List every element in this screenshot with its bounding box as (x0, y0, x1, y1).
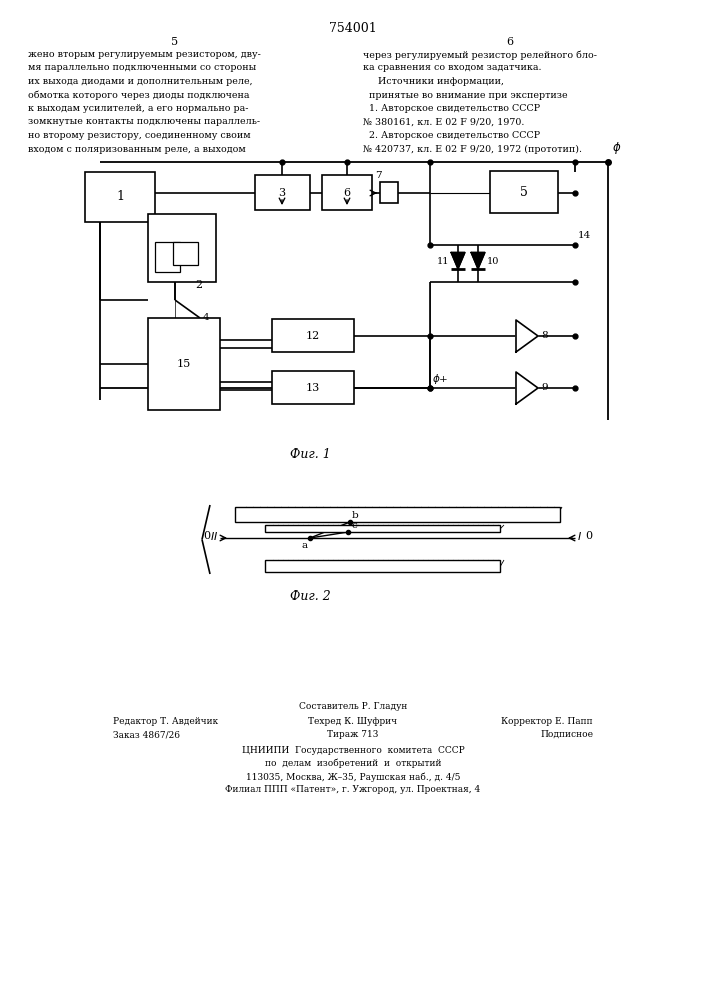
Text: Редактор Т. Авдейчик: Редактор Т. Авдейчик (113, 717, 218, 726)
Text: принятые во внимание при экспертизе: принятые во внимание при экспертизе (363, 91, 568, 100)
Text: 1: 1 (116, 190, 124, 204)
Bar (173, 242, 198, 265)
Text: Фиг. 1: Фиг. 1 (290, 448, 330, 461)
Text: Корректор Е. Папп: Корректор Е. Папп (501, 717, 593, 726)
Bar (235, 507, 560, 522)
Text: Источники информации,: Источники информации, (363, 77, 504, 86)
Text: их выхода диодами и дополнительным реле,: их выхода диодами и дополнительным реле, (28, 77, 252, 86)
Text: $II$: $II$ (210, 530, 218, 542)
Text: № 420737, кл. Е 02 F 9/20, 1972 (прототип).: № 420737, кл. Е 02 F 9/20, 1972 (прототи… (363, 144, 582, 154)
Text: ка сравнения со входом задатчика.: ка сравнения со входом задатчика. (363, 64, 542, 73)
Text: a: a (302, 541, 308, 550)
Text: жено вторым регулируемым резистором, дву-: жено вторым регулируемым резистором, дву… (28, 50, 261, 59)
Text: 3: 3 (279, 188, 286, 198)
Text: 13: 13 (306, 383, 320, 393)
Text: 9: 9 (541, 383, 548, 392)
Text: 0: 0 (203, 531, 210, 541)
Text: 1. Авторское свидетельство СССР: 1. Авторское свидетельство СССР (363, 104, 540, 113)
Bar (265, 525, 500, 532)
Text: обмотка которого через диоды подключена: обмотка которого через диоды подключена (28, 91, 250, 100)
Text: Фиг. 2: Фиг. 2 (290, 590, 330, 603)
Text: b: b (352, 511, 358, 520)
Text: 2: 2 (195, 280, 202, 290)
Text: 10: 10 (487, 257, 499, 266)
Bar (255, 175, 310, 210)
Text: ЦНИИПИ  Государственного  комитета  СССР: ЦНИИПИ Государственного комитета СССР (242, 746, 464, 755)
Text: Подписное: Подписное (540, 730, 593, 739)
Bar (85, 172, 155, 222)
Text: $I$: $I$ (577, 530, 582, 542)
Bar (148, 318, 220, 410)
Text: 754001: 754001 (329, 22, 377, 35)
Text: 11: 11 (436, 257, 449, 266)
Text: 0: 0 (585, 531, 592, 541)
Bar (490, 171, 558, 213)
Bar (322, 175, 372, 210)
Text: 2. Авторское свидетельство СССР: 2. Авторское свидетельство СССР (363, 131, 540, 140)
Text: Составитель Р. Гладун: Составитель Р. Гладун (299, 702, 407, 711)
Text: Филиал ППП «Патент», г. Ужгород, ул. Проектная, 4: Филиал ППП «Патент», г. Ужгород, ул. Про… (226, 785, 481, 794)
Text: 4: 4 (203, 312, 209, 322)
Bar (155, 242, 180, 272)
Text: зомкнутые контакты подключены параллель-: зомкнутые контакты подключены параллель- (28, 117, 260, 126)
Bar (148, 214, 216, 282)
Text: по  делам  изобретений  и  открытий: по делам изобретений и открытий (264, 759, 441, 768)
Text: № 380161, кл. Е 02 F 9/20, 1970.: № 380161, кл. Е 02 F 9/20, 1970. (363, 117, 525, 126)
Bar (265, 560, 500, 572)
Text: 14: 14 (578, 231, 591, 239)
Polygon shape (516, 320, 538, 352)
Text: но второму резистору, соединенному своим: но второму резистору, соединенному своим (28, 131, 250, 140)
Polygon shape (451, 252, 465, 269)
Text: $\phi$: $\phi$ (612, 140, 621, 156)
Text: мя параллельно подключенными со стороны: мя параллельно подключенными со стороны (28, 64, 256, 73)
Text: входом с поляризованным реле, а выходом: входом с поляризованным реле, а выходом (28, 144, 246, 153)
Text: c: c (351, 521, 357, 530)
Polygon shape (516, 372, 538, 404)
Text: 113035, Москва, Ж–35, Раушская наб., д. 4/5: 113035, Москва, Ж–35, Раушская наб., д. … (246, 772, 460, 782)
Text: Техред К. Шуфрич: Техред К. Шуфрич (308, 717, 397, 726)
Text: 8: 8 (541, 332, 548, 340)
Text: Тираж 713: Тираж 713 (327, 730, 379, 739)
Bar (380, 182, 398, 203)
Text: 15: 15 (177, 359, 191, 369)
Text: 6: 6 (344, 188, 351, 198)
Bar (272, 319, 354, 352)
Text: 5: 5 (520, 186, 528, 198)
Text: 5: 5 (171, 37, 179, 47)
Text: 7: 7 (375, 171, 381, 180)
Text: 12: 12 (306, 331, 320, 341)
Text: $\phi$+: $\phi$+ (432, 372, 448, 386)
Polygon shape (471, 252, 485, 269)
Text: к выходам усилителей, а его нормально ра-: к выходам усилителей, а его нормально ра… (28, 104, 248, 113)
Text: Заказ 4867/26: Заказ 4867/26 (113, 730, 180, 739)
Bar (272, 371, 354, 404)
Text: 6: 6 (506, 37, 513, 47)
Text: через регулируемый резистор релейного бло-: через регулируемый резистор релейного бл… (363, 50, 597, 60)
